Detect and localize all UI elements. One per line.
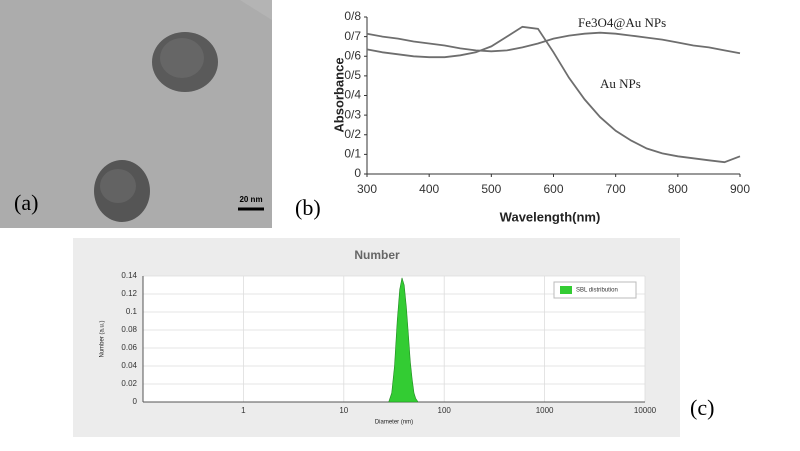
x-tick-label: 1 [241,406,246,415]
y-tick-label: 0/7 [344,29,361,43]
series-label: Au NPs [600,76,641,91]
y-tick-label: 0/4 [344,88,361,102]
image-shade [240,0,272,20]
x-tick-label: 100 [438,406,452,415]
legend-label: SBL distribution [576,288,618,294]
area [388,277,419,403]
x-tick-label: 700 [606,182,626,196]
legend-box [553,281,637,299]
y-tick-label: 0.12 [121,289,137,298]
y-tick-label: 0/2 [344,127,361,141]
line [366,25,741,164]
particle-core [160,38,204,78]
y-tick-label: 0 [133,397,138,406]
particle-core [100,169,136,203]
tem-image: 20 nm (a) [0,0,272,228]
panel-label: (c) [690,395,714,420]
chart-title: Number [354,248,400,262]
x-tick-label: 400 [419,182,439,196]
y-tick-label: 0.1 [126,307,138,316]
y-tick-label: 0/6 [344,48,361,62]
y-tick-label: 0 [354,166,361,180]
y-tick-label: 0.06 [121,343,137,352]
x-tick-label: 1000 [536,406,554,415]
scale-bar-label: 20 nm [239,195,262,204]
panel-label: (a) [14,190,38,215]
y-tick-label: 0/8 [344,9,361,23]
x-tick-label: 900 [730,182,750,196]
y-tick-label: 0/3 [344,107,361,121]
series-label: Fe3O4@Au NPs [578,15,666,30]
line [366,31,741,55]
x-axis-label: Wavelength(nm) [500,209,601,224]
x-tick-label: 300 [357,182,377,196]
x-axis-label: Diameter (nm) [375,420,413,426]
y-tick-label: 0/1 [344,147,361,161]
y-axis-label: Number (a.u.) [100,320,106,357]
x-tick-label: 600 [543,182,563,196]
x-tick-label: 10 [339,406,348,415]
y-tick-label: 0.02 [121,379,137,388]
x-tick-label: 500 [481,182,501,196]
legend-swatch [560,286,572,294]
y-tick-label: 0.04 [121,361,137,370]
y-tick-label: 0/5 [344,68,361,82]
y-tick-label: 0.14 [121,271,137,280]
y-axis-label: Absorbance [331,57,346,132]
y-tick-label: 0.08 [121,325,137,334]
x-tick-label: 800 [668,182,688,196]
panel-label: (b) [295,195,321,220]
x-tick-label: 10000 [634,406,657,415]
